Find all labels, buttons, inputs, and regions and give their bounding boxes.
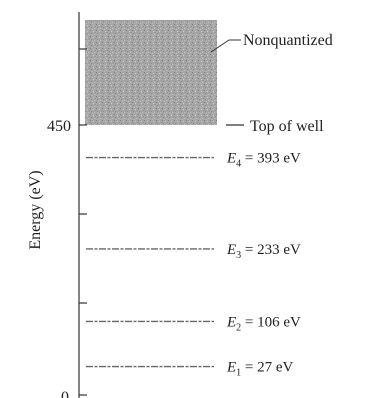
energy-level-symbol: E xyxy=(226,360,236,376)
energy-level-value: = 27 eV xyxy=(241,360,293,376)
energy-level-value: = 106 eV xyxy=(241,314,301,330)
energy-level-symbol: E xyxy=(226,314,236,330)
energy-level-label-1: E1 = 27 eV xyxy=(226,360,294,379)
energy-level-symbol: E xyxy=(226,242,236,258)
energy-level-label-3: E3 = 233 eV xyxy=(226,242,301,261)
y-axis-label: Energy (eV) xyxy=(27,170,44,249)
energy-level-value: = 393 eV xyxy=(241,151,301,167)
y-axis-ticks xyxy=(79,48,87,396)
nonquantized-label: Nonquantized xyxy=(243,32,333,49)
y-tick-label-0: 0 xyxy=(61,389,69,398)
energy-level-value: = 233 eV xyxy=(241,242,301,258)
nonquantized-region xyxy=(85,20,217,125)
energy-level-subscript: 4 xyxy=(236,159,241,170)
energy-level-label-2: E2 = 106 eV xyxy=(226,314,301,333)
top-of-well-label: Top of well xyxy=(250,118,324,135)
energy-level-label-4: E4 = 393 eV xyxy=(226,151,301,170)
nonquantized-leader xyxy=(210,39,241,53)
energy-level-subscript: 3 xyxy=(236,250,241,261)
energy-level-subscript: 2 xyxy=(236,322,241,333)
energy-level-subscript: 1 xyxy=(236,368,241,379)
energy-level-symbol: E xyxy=(226,151,236,167)
y-tick-label-450: 450 xyxy=(47,118,71,135)
